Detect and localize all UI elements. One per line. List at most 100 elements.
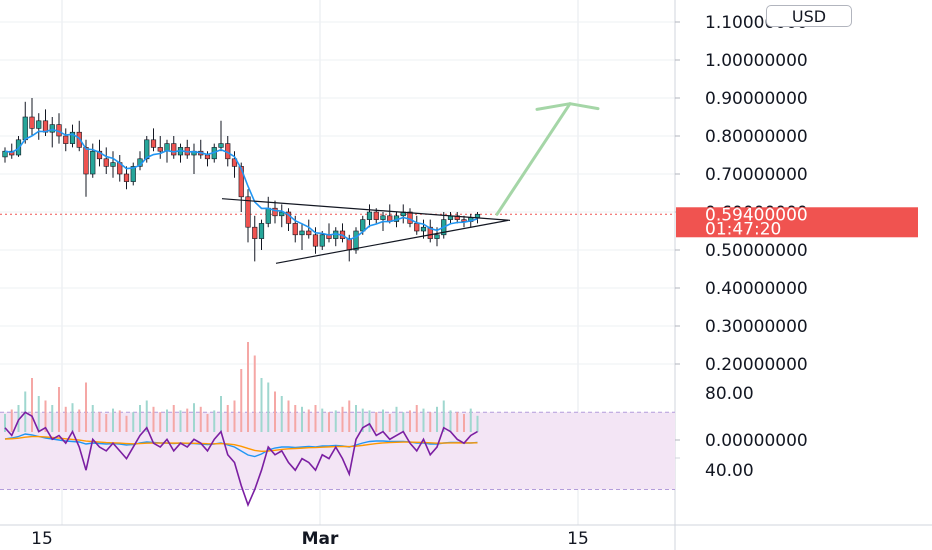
candle-body	[420, 226, 427, 232]
candle-body	[36, 120, 42, 129]
volume-bar	[199, 406, 202, 432]
projection-arrow-head	[535, 102, 600, 111]
candle-body	[306, 230, 312, 236]
volume-bar	[469, 408, 472, 432]
price-tick-label: 0.20000000	[705, 355, 808, 375]
volume-bar	[226, 405, 229, 432]
candle-body	[265, 207, 271, 224]
volume-bar	[132, 412, 135, 432]
volume-bar	[17, 405, 20, 432]
volume-bar	[395, 406, 398, 432]
macd-line	[4, 433, 478, 458]
volume-bar	[314, 405, 317, 432]
volume-bar	[213, 410, 216, 432]
candles	[2, 98, 481, 262]
volume-bar	[402, 412, 405, 432]
candle-body	[69, 131, 76, 144]
candle-body	[218, 143, 224, 148]
candle-body	[103, 158, 109, 167]
price-tick-label: 0.70000000	[705, 165, 808, 185]
volume-bar	[118, 410, 121, 432]
volume-bar	[260, 378, 263, 432]
candle-body	[76, 131, 82, 148]
price-tick-label: 1.00000000	[705, 51, 808, 71]
volume-bar	[409, 410, 411, 432]
volume-bar	[307, 409, 310, 432]
candle-body	[434, 234, 440, 239]
volume-bar	[287, 400, 290, 432]
candle-body	[63, 135, 69, 144]
candle-body	[474, 213, 481, 218]
candle-body	[171, 143, 177, 156]
volume-bar	[78, 409, 81, 432]
volume-bar	[328, 412, 330, 432]
candle-body	[258, 223, 265, 239]
price-tick-label: 0.30000000	[705, 317, 808, 337]
candle-body	[366, 211, 373, 220]
candle-body	[319, 234, 325, 247]
price-tick-label: 0.50000000	[705, 241, 808, 261]
candle-body	[353, 230, 359, 251]
candle-body	[238, 166, 244, 198]
volume-bar	[152, 406, 155, 432]
candle-body	[90, 150, 96, 175]
candle-body	[414, 223, 420, 232]
candle-body	[157, 147, 163, 152]
volume-bar	[449, 410, 452, 432]
volume-bar	[361, 408, 364, 432]
volume-bar	[31, 378, 33, 432]
volume-bar	[64, 406, 67, 432]
volume-bar	[442, 400, 445, 432]
candle-body	[427, 226, 433, 239]
volume-bar	[206, 414, 209, 432]
volume-bar	[382, 409, 384, 432]
currency-selector[interactable]: USD	[766, 5, 852, 27]
candle-body	[150, 139, 157, 148]
volume-bar	[172, 405, 175, 432]
volume-bar	[274, 391, 276, 432]
volume-bar	[44, 400, 47, 432]
volume-bar	[125, 415, 128, 432]
volume-bar	[280, 396, 283, 432]
volume-bar	[267, 382, 270, 432]
volume-bar	[429, 412, 432, 432]
time-tick-label: Mar	[302, 529, 339, 549]
rsi-line	[4, 411, 478, 508]
projection-arrow-shaft	[495, 102, 572, 216]
time-tick-label: 15	[567, 529, 589, 549]
volume-bar	[105, 414, 108, 432]
candle-body	[360, 219, 366, 232]
volume-bar	[159, 412, 162, 432]
volume-bar	[341, 406, 344, 432]
volume-bar	[355, 405, 357, 432]
volume-bar	[37, 396, 40, 432]
candle-body	[299, 230, 305, 236]
price-tick-label: 0.00000000	[705, 431, 808, 451]
volume-bar	[422, 408, 425, 432]
candle-body	[380, 215, 386, 220]
volume-bar	[91, 405, 94, 432]
volume-bar	[139, 405, 141, 432]
volume-bar	[58, 387, 60, 432]
volume-bar	[321, 408, 324, 432]
candle-body	[245, 196, 251, 228]
candle-body	[110, 162, 116, 167]
time-tick-label: 15	[31, 529, 53, 549]
macd-pane	[4, 433, 478, 458]
price-tick-label: 0.90000000	[705, 89, 808, 109]
price-tick-label: 0.40000000	[705, 279, 808, 299]
volume-bar	[145, 400, 148, 432]
volume-bar	[233, 400, 236, 432]
volume-bar	[186, 408, 189, 432]
candle-body	[130, 166, 136, 182]
volume-bar	[456, 412, 459, 432]
volume-bar	[71, 403, 74, 432]
candle-body	[49, 124, 55, 133]
candle-body	[407, 211, 413, 224]
volume-bar	[10, 409, 13, 432]
volume-bar	[436, 406, 438, 432]
candle-body	[123, 173, 130, 182]
time-axis: 1515Mar15	[31, 529, 589, 549]
